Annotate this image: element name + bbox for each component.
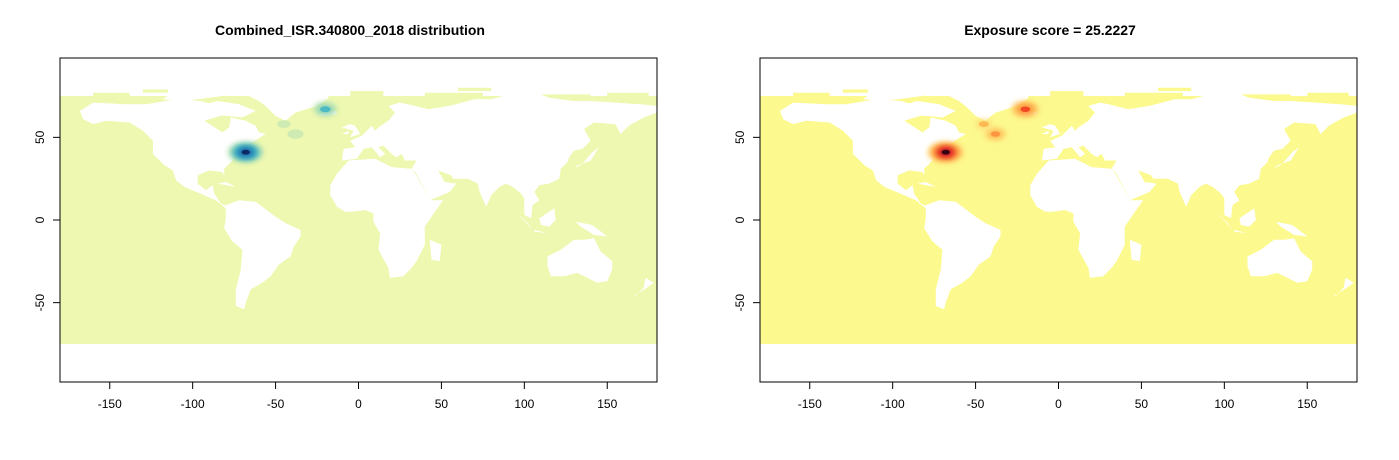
y-tick-label: 0 xyxy=(33,216,47,223)
y-axis: -50 0 50 xyxy=(733,130,761,312)
y-tick-label: -50 xyxy=(33,294,47,312)
hotspots xyxy=(927,100,1040,163)
hotspot xyxy=(312,102,338,117)
hotspot xyxy=(227,141,264,163)
hotspot xyxy=(277,120,291,129)
hotspot xyxy=(287,129,304,139)
x-tick-label: 100 xyxy=(514,397,534,411)
y-tick-label: -50 xyxy=(733,294,747,312)
land-mask xyxy=(79,82,657,310)
x-axis: -150 -100 -50 0 50 100 150 xyxy=(98,381,618,411)
x-tick-label: 150 xyxy=(1297,397,1317,411)
x-tick-label: -50 xyxy=(267,397,285,411)
x-tick-label: 50 xyxy=(1135,397,1149,411)
hotspot xyxy=(984,127,1007,141)
x-tick-label: 100 xyxy=(1214,397,1234,411)
exposure-panel: Exposure score = 25.2227 -150 -100 -50 0 50 1… xyxy=(700,0,1399,455)
exposure-map: -150 -100 -50 0 50 100 150 -50 0 50 xyxy=(733,57,1358,411)
x-tick-label: 0 xyxy=(1055,397,1062,411)
distribution-panel: Combined_ISR.340800_2018 distribution -1… xyxy=(0,0,700,455)
distribution-title: Combined_ISR.340800_2018 distribution xyxy=(215,22,485,38)
map-layers xyxy=(760,82,1357,344)
x-tick-label: -50 xyxy=(967,397,985,411)
hotspot xyxy=(927,141,964,163)
y-tick-label: 50 xyxy=(733,130,747,144)
x-tick-label: -100 xyxy=(181,397,205,411)
hotspot xyxy=(975,119,993,129)
x-tick-label: -150 xyxy=(98,397,122,411)
x-tick-label: 0 xyxy=(355,397,362,411)
hotspots xyxy=(227,102,338,163)
x-axis: -150 -100 -50 0 50 100 150 xyxy=(798,381,1318,411)
map-layers xyxy=(60,82,657,344)
x-tick-label: -150 xyxy=(798,397,822,411)
hotspot xyxy=(1011,100,1040,118)
x-tick-label: 50 xyxy=(435,397,449,411)
x-tick-label: -100 xyxy=(881,397,905,411)
distribution-map: -150 -100 -50 0 50 100 150 -50 0 50 xyxy=(33,57,658,411)
land-mask xyxy=(779,82,1357,310)
y-tick-label: 50 xyxy=(33,130,47,144)
y-axis: -50 0 50 xyxy=(33,130,61,312)
y-tick-label: 0 xyxy=(733,216,747,223)
x-tick-label: 150 xyxy=(597,397,617,411)
exposure-title: Exposure score = 25.2227 xyxy=(964,22,1136,38)
